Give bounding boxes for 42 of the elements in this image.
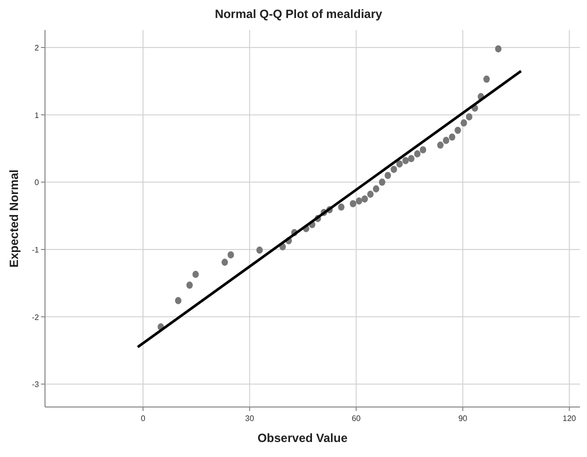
y-tick-label: -1 xyxy=(32,245,40,254)
x-tick-label: 0 xyxy=(140,414,146,423)
point xyxy=(338,203,344,211)
point xyxy=(222,258,228,266)
point xyxy=(402,157,409,164)
point xyxy=(367,190,374,198)
point xyxy=(437,142,444,149)
point xyxy=(350,200,356,208)
x-tick-label: 30 xyxy=(245,414,255,423)
y-tick-label: -2 xyxy=(32,312,40,322)
x-tick-label: 120 xyxy=(562,414,577,423)
point xyxy=(356,197,362,205)
point xyxy=(362,195,368,203)
point xyxy=(414,150,420,158)
point xyxy=(192,270,199,278)
point xyxy=(466,113,472,120)
point xyxy=(175,297,182,304)
y-tick-label: 2 xyxy=(34,44,40,53)
point xyxy=(256,246,263,254)
point xyxy=(408,154,414,162)
x-axis-title: Observed Value xyxy=(257,431,348,445)
point xyxy=(372,185,380,192)
point xyxy=(384,172,392,180)
point xyxy=(460,119,468,127)
y-tick-label: -3 xyxy=(32,380,40,390)
point xyxy=(228,251,234,258)
point xyxy=(396,160,403,168)
point xyxy=(454,126,461,134)
point xyxy=(420,146,426,154)
point xyxy=(448,133,456,141)
y-axis-title: Expected Normal xyxy=(7,169,21,268)
y-tick-label: 1 xyxy=(34,110,40,120)
point xyxy=(483,76,490,83)
y-tick-label: 0 xyxy=(34,178,40,188)
chart-title: Normal Q-Q Plot of mealdiary xyxy=(214,7,383,21)
point xyxy=(390,166,398,173)
point xyxy=(186,282,193,289)
point xyxy=(442,136,450,144)
x-tick-label: 60 xyxy=(352,414,362,423)
point xyxy=(495,45,502,52)
x-tick-label: 90 xyxy=(458,414,468,423)
point xyxy=(378,178,386,186)
